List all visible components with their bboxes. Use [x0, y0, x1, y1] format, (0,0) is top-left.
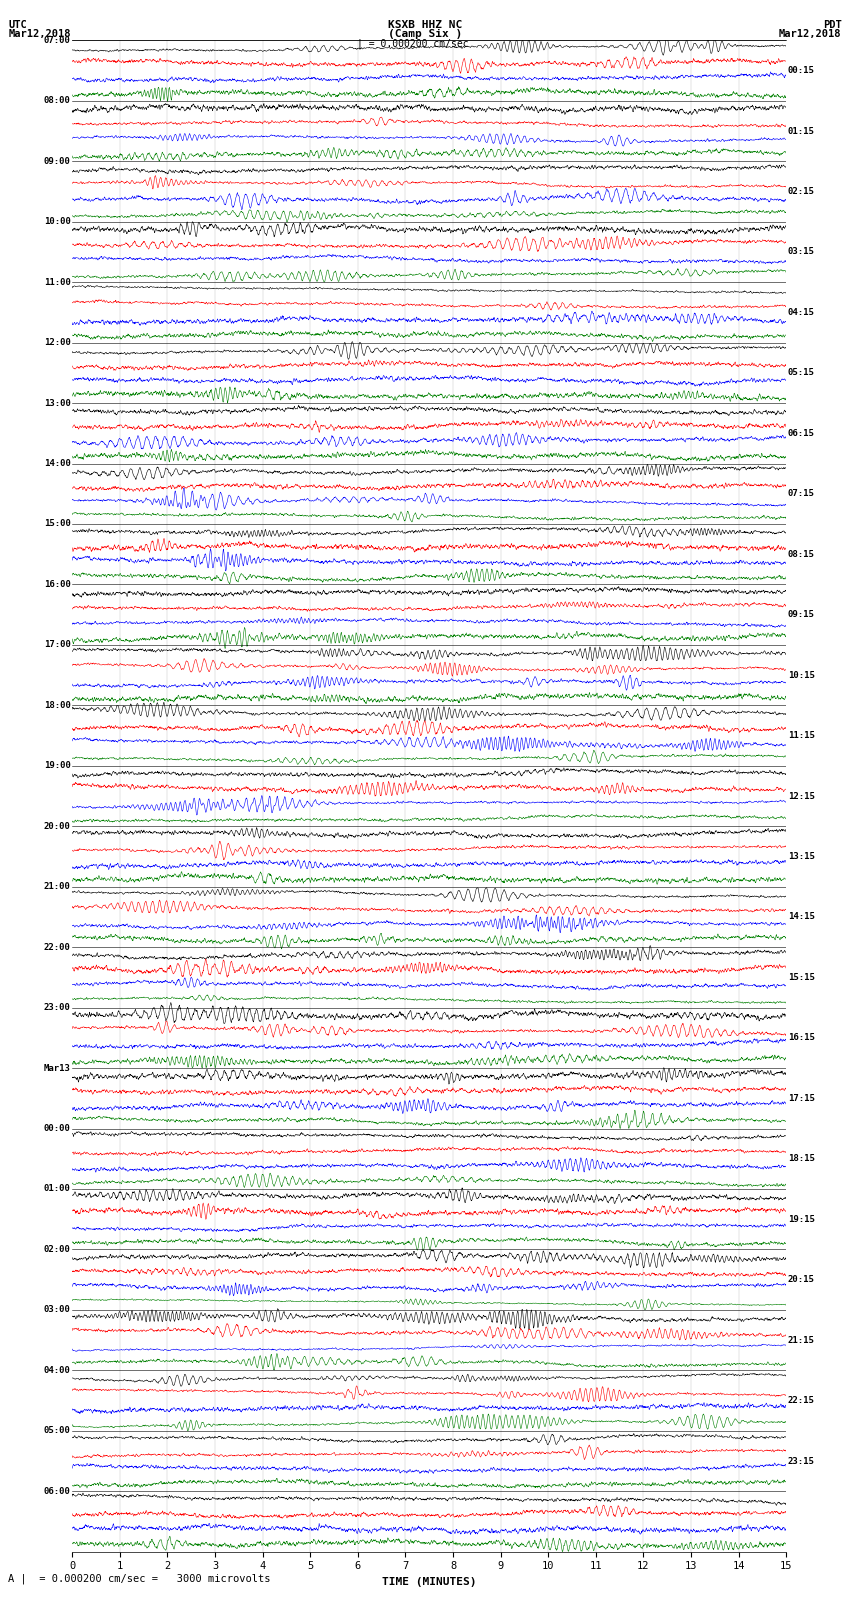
Text: 00:00: 00:00: [44, 1124, 71, 1132]
Text: 19:00: 19:00: [44, 761, 71, 771]
Text: 05:00: 05:00: [44, 1426, 71, 1436]
Text: 12:00: 12:00: [44, 339, 71, 347]
Text: 12:15: 12:15: [788, 792, 814, 800]
Text: 08:00: 08:00: [44, 97, 71, 105]
Text: 16:15: 16:15: [788, 1034, 814, 1042]
Text: KSXB HHZ NC: KSXB HHZ NC: [388, 19, 462, 31]
Text: 06:00: 06:00: [44, 1487, 71, 1495]
Text: 05:15: 05:15: [788, 368, 814, 377]
Text: 23:15: 23:15: [788, 1457, 814, 1466]
Text: 07:15: 07:15: [788, 489, 814, 498]
Text: 13:15: 13:15: [788, 852, 814, 861]
Text: 14:00: 14:00: [44, 460, 71, 468]
Text: 20:15: 20:15: [788, 1276, 814, 1284]
Text: 22:15: 22:15: [788, 1397, 814, 1405]
Text: 11:15: 11:15: [788, 731, 814, 740]
Text: 11:00: 11:00: [44, 277, 71, 287]
Text: (Camp Six ): (Camp Six ): [388, 29, 462, 39]
Text: 01:00: 01:00: [44, 1184, 71, 1194]
Text: 10:00: 10:00: [44, 218, 71, 226]
Text: A |  = 0.000200 cm/sec =   3000 microvolts: A | = 0.000200 cm/sec = 3000 microvolts: [8, 1573, 271, 1584]
Text: 04:00: 04:00: [44, 1366, 71, 1374]
Text: 18:15: 18:15: [788, 1155, 814, 1163]
Text: 09:00: 09:00: [44, 156, 71, 166]
Text: 02:00: 02:00: [44, 1245, 71, 1253]
Text: 06:15: 06:15: [788, 429, 814, 437]
Text: 07:00: 07:00: [44, 35, 71, 45]
Text: 09:15: 09:15: [788, 610, 814, 619]
Text: 00:15: 00:15: [788, 66, 814, 76]
Text: 17:15: 17:15: [788, 1094, 814, 1103]
Text: 03:00: 03:00: [44, 1305, 71, 1315]
Text: 04:15: 04:15: [788, 308, 814, 316]
Text: 15:15: 15:15: [788, 973, 814, 982]
Text: 18:00: 18:00: [44, 700, 71, 710]
X-axis label: TIME (MINUTES): TIME (MINUTES): [382, 1578, 477, 1587]
Text: 20:00: 20:00: [44, 821, 71, 831]
Text: | = 0.000200 cm/sec: | = 0.000200 cm/sec: [357, 39, 468, 50]
Text: 13:00: 13:00: [44, 398, 71, 408]
Text: 17:00: 17:00: [44, 640, 71, 650]
Text: UTC: UTC: [8, 19, 27, 31]
Text: Mar12,2018: Mar12,2018: [8, 29, 71, 39]
Text: 21:00: 21:00: [44, 882, 71, 892]
Text: 10:15: 10:15: [788, 671, 814, 679]
Text: 15:00: 15:00: [44, 519, 71, 529]
Text: 16:00: 16:00: [44, 581, 71, 589]
Text: 02:15: 02:15: [788, 187, 814, 195]
Text: 01:15: 01:15: [788, 126, 814, 135]
Text: Mar13: Mar13: [44, 1063, 71, 1073]
Text: 21:15: 21:15: [788, 1336, 814, 1345]
Text: 03:15: 03:15: [788, 247, 814, 256]
Text: 19:15: 19:15: [788, 1215, 814, 1224]
Text: Mar12,2018: Mar12,2018: [779, 29, 842, 39]
Text: PDT: PDT: [823, 19, 842, 31]
Text: 08:15: 08:15: [788, 550, 814, 558]
Text: 22:00: 22:00: [44, 942, 71, 952]
Text: 14:15: 14:15: [788, 913, 814, 921]
Text: 23:00: 23:00: [44, 1003, 71, 1011]
